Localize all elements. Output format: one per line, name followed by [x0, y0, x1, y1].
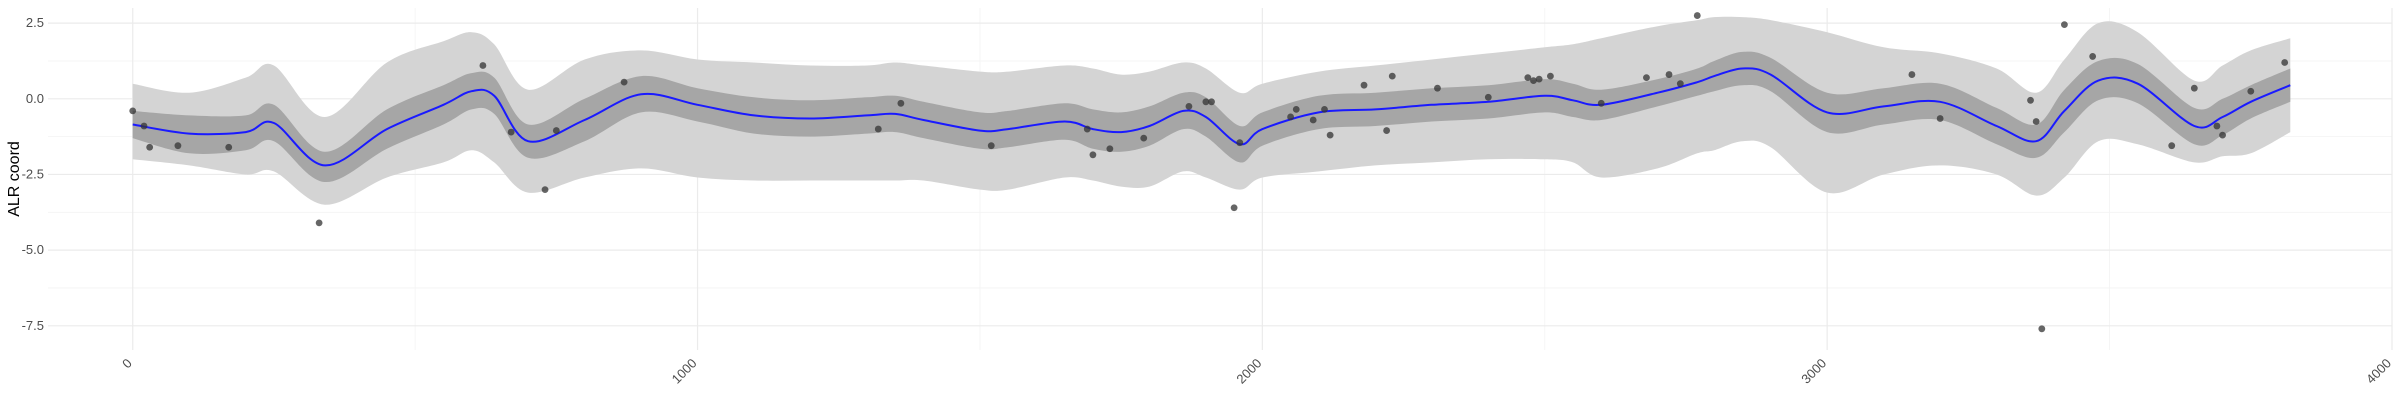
- data-point: [479, 62, 487, 69]
- data-point: [1908, 71, 1916, 78]
- data-point: [1287, 113, 1295, 121]
- data-point: [1530, 77, 1537, 85]
- data-point: [897, 99, 905, 107]
- data-point: [1202, 98, 1210, 106]
- data-point: [2061, 21, 2068, 29]
- data-point: [2281, 59, 2289, 66]
- data-point: [1383, 127, 1391, 134]
- data-point: [507, 128, 515, 136]
- data-point: [174, 142, 182, 150]
- data-point: [987, 142, 995, 150]
- data-point: [2027, 96, 2034, 104]
- data-point: [1676, 80, 1684, 88]
- data-point: [2032, 118, 2040, 125]
- mean-line: [132, 67, 2291, 167]
- data-point: [2089, 53, 2097, 60]
- data-point: [129, 107, 137, 115]
- data-point: [1140, 134, 1148, 142]
- data-point: [874, 125, 882, 133]
- data-point: [1484, 93, 1492, 101]
- data-point: [1524, 74, 1532, 82]
- data-point: [1185, 102, 1193, 110]
- data-points: [129, 12, 2289, 333]
- data-point: [1665, 71, 1673, 78]
- data-point: [2213, 122, 2221, 130]
- data-point: [140, 122, 148, 130]
- data-point: [1089, 151, 1097, 159]
- data-point: [1693, 12, 1701, 19]
- data-point: [552, 127, 560, 134]
- data-point: [541, 186, 549, 193]
- data-point: [2038, 325, 2046, 333]
- y-tick-label: -2.5: [22, 166, 44, 181]
- data-point: [1236, 139, 1244, 147]
- data-point: [1208, 98, 1215, 106]
- data-point: [1360, 81, 1368, 89]
- data-point: [1292, 105, 1300, 113]
- y-tick-label: -5.0: [22, 242, 44, 257]
- data-point: [2190, 84, 2198, 92]
- data-point: [1434, 84, 1441, 92]
- data-point: [1326, 131, 1334, 139]
- data-point: [1597, 99, 1605, 107]
- data-point: [2168, 142, 2176, 150]
- y-tick-label: -7.5: [22, 318, 44, 333]
- y-axis-tick-labels: 2.5 0.0 -2.5 -5.0 -7.5: [22, 15, 44, 333]
- data-point: [146, 143, 154, 151]
- data-point: [620, 78, 628, 86]
- data-point: [1643, 74, 1650, 82]
- data-point: [1321, 105, 1328, 113]
- y-axis-title: ALR coord: [6, 141, 23, 217]
- y-tick-label: 0.0: [26, 91, 44, 106]
- data-point: [1936, 115, 1944, 122]
- inner-confidence-band: [132, 51, 2291, 183]
- data-point: [1388, 72, 1396, 80]
- data-point: [1106, 145, 1114, 153]
- data-point: [1230, 204, 1238, 212]
- data-point: [1083, 125, 1091, 133]
- data-point: [2219, 131, 2226, 139]
- y-tick-label: 2.5: [26, 15, 44, 30]
- data-point: [315, 219, 323, 227]
- data-point: [225, 143, 233, 151]
- data-point: [2247, 87, 2255, 95]
- data-point: [1547, 72, 1554, 80]
- data-point: [1309, 116, 1317, 124]
- data-point: [1535, 75, 1543, 83]
